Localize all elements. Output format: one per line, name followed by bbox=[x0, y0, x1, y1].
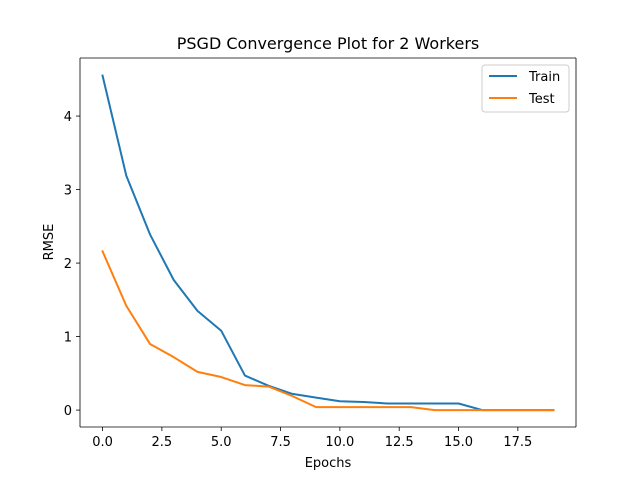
x-tick-label: 12.5 bbox=[385, 435, 414, 450]
series-line-train bbox=[101, 74, 555, 412]
x-axis-label: Epochs bbox=[305, 456, 352, 471]
y-tick-label: 0 bbox=[64, 404, 72, 419]
x-tick-label: 2.5 bbox=[152, 435, 173, 450]
x-tick-label: 0.0 bbox=[92, 435, 113, 450]
x-tick-label: 7.5 bbox=[270, 435, 291, 450]
x-ticks: 0.0 2.5 5.0 7.5 10.0 12.5 15.0 17.5 bbox=[92, 427, 532, 450]
x-tick-label: 10.0 bbox=[325, 435, 354, 450]
chart-title: PSGD Convergence Plot for 2 Workers bbox=[177, 34, 479, 53]
x-tick-label: 5.0 bbox=[211, 435, 232, 450]
y-tick-label: 2 bbox=[64, 257, 72, 272]
y-tick-label: 3 bbox=[64, 184, 72, 199]
legend-items: Train Test bbox=[489, 70, 560, 107]
axes-frame bbox=[79, 57, 577, 428]
y-tick-label: 4 bbox=[64, 110, 72, 125]
legend-label-test: Test bbox=[528, 92, 555, 107]
legend-label-train: Train bbox=[528, 70, 560, 85]
x-tick-label: 15.0 bbox=[444, 435, 473, 450]
x-tick-label: 17.5 bbox=[503, 435, 532, 450]
y-tick-label: 1 bbox=[64, 331, 72, 346]
series-line-test bbox=[101, 250, 555, 412]
series-layer bbox=[101, 74, 555, 412]
legend: Train Test bbox=[481, 64, 570, 113]
y-axis-label: RMSE bbox=[42, 224, 57, 261]
y-ticks: 0 1 2 3 4 bbox=[64, 110, 80, 419]
